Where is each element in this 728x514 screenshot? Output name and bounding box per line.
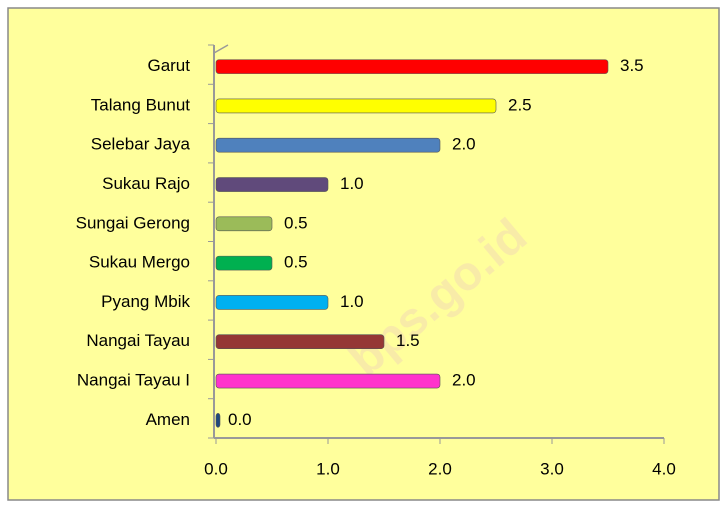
bar	[215, 373, 441, 389]
y-tick-label: Sungai Gerong	[76, 213, 190, 232]
bar	[215, 59, 609, 74]
data-label: 0.5	[284, 253, 308, 272]
bar	[215, 137, 441, 153]
data-label: 3.5	[620, 56, 644, 75]
x-tick-label: 4.0	[652, 459, 676, 478]
y-tick-label: Nangai Tayau	[86, 331, 190, 350]
bar	[215, 98, 497, 114]
x-tick-label: 1.0	[316, 459, 340, 478]
data-label: 1.0	[340, 174, 364, 193]
chart-background	[7, 7, 720, 501]
data-label: 2.0	[452, 135, 476, 154]
bar	[215, 295, 329, 310]
data-label: 0.5	[284, 213, 308, 232]
y-tick-label: Selebar Jaya	[91, 135, 191, 154]
bar	[215, 334, 385, 350]
bar	[215, 177, 329, 192]
bar	[215, 255, 273, 271]
data-label: 0.0	[228, 410, 252, 429]
y-tick-label: Sukau Mergo	[89, 253, 190, 272]
y-tick-label: Garut	[147, 56, 190, 75]
y-tick-label: Pyang Mbik	[101, 292, 190, 311]
y-tick-label: Sukau Rajo	[102, 174, 190, 193]
y-tick-label: Nangai Tayau I	[77, 370, 190, 389]
data-label: 1.0	[340, 292, 364, 311]
y-tick-label: Amen	[146, 410, 190, 429]
y-tick-label: Talang Bunut	[91, 95, 191, 114]
x-tick-label: 3.0	[540, 459, 564, 478]
x-tick-label: 0.0	[204, 459, 228, 478]
data-label: 2.0	[452, 370, 476, 389]
axis-wall	[213, 44, 229, 54]
data-label: 1.5	[396, 331, 420, 350]
data-label: 2.5	[508, 95, 532, 114]
bar	[215, 216, 273, 232]
x-tick-label: 2.0	[428, 459, 452, 478]
bar	[215, 413, 221, 428]
